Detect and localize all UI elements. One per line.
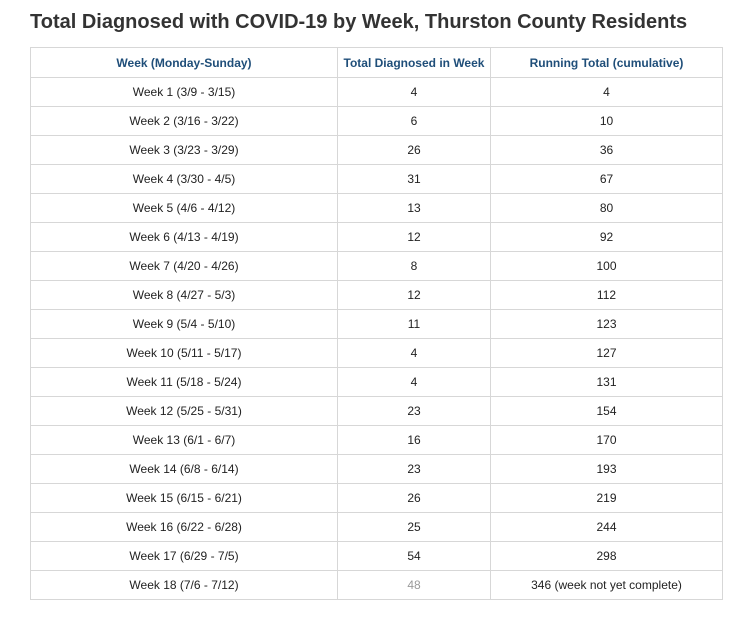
week-cell: Week 11 (5/18 - 5/24) <box>30 367 338 397</box>
table-row: Week 10 (5/11 - 5/17) 4 127 <box>30 338 723 368</box>
column-header-running-total: Running Total (cumulative) <box>490 47 723 78</box>
table-row: Week 14 (6/8 - 6/14) 23 193 <box>30 454 723 484</box>
table-row: Week 8 (4/27 - 5/3) 12 112 <box>30 280 723 310</box>
week-cell: Week 2 (3/16 - 3/22) <box>30 106 338 136</box>
table-row: Week 15 (6/15 - 6/21) 26 219 <box>30 483 723 513</box>
week-cell: Week 17 (6/29 - 7/5) <box>30 541 338 571</box>
column-header-diagnosed: Total Diagnosed in Week <box>337 47 491 78</box>
table-row: Week 12 (5/25 - 5/31) 23 154 <box>30 396 723 426</box>
table-row: Week 5 (4/6 - 4/12) 13 80 <box>30 193 723 223</box>
table-row: Week 17 (6/29 - 7/5) 54 298 <box>30 541 723 571</box>
table-row: Week 11 (5/18 - 5/24) 4 131 <box>30 367 723 397</box>
diagnosed-cell: 12 <box>337 280 491 310</box>
table-row: Week 3 (3/23 - 3/29) 26 36 <box>30 135 723 165</box>
diagnosed-cell: 4 <box>337 367 491 397</box>
table-row: Week 13 (6/1 - 6/7) 16 170 <box>30 425 723 455</box>
diagnosed-cell: 4 <box>337 77 491 107</box>
table-row: Week 4 (3/30 - 4/5) 31 67 <box>30 164 723 194</box>
running-total-cell: 170 <box>490 425 723 455</box>
running-total-cell: 10 <box>490 106 723 136</box>
weekly-cases-table: Week (Monday-Sunday) Total Diagnosed in … <box>30 47 723 600</box>
diagnosed-cell: 12 <box>337 222 491 252</box>
running-total-cell: 154 <box>490 396 723 426</box>
diagnosed-cell: 23 <box>337 396 491 426</box>
running-total-cell: 244 <box>490 512 723 542</box>
diagnosed-cell: 4 <box>337 338 491 368</box>
diagnosed-cell: 31 <box>337 164 491 194</box>
running-total-cell: 193 <box>490 454 723 484</box>
page-title: Total Diagnosed with COVID-19 by Week, T… <box>30 11 688 33</box>
running-total-cell: 127 <box>490 338 723 368</box>
running-total-cell: 346 (week not yet complete) <box>490 570 723 600</box>
running-total-cell: 67 <box>490 164 723 194</box>
week-cell: Week 13 (6/1 - 6/7) <box>30 425 338 455</box>
running-total-cell: 4 <box>490 77 723 107</box>
diagnosed-cell: 16 <box>337 425 491 455</box>
week-cell: Week 7 (4/20 - 4/26) <box>30 251 338 281</box>
week-cell: Week 8 (4/27 - 5/3) <box>30 280 338 310</box>
running-total-cell: 112 <box>490 280 723 310</box>
week-cell: Week 5 (4/6 - 4/12) <box>30 193 338 223</box>
running-total-cell: 80 <box>490 193 723 223</box>
week-cell: Week 4 (3/30 - 4/5) <box>30 164 338 194</box>
week-cell: Week 10 (5/11 - 5/17) <box>30 338 338 368</box>
running-total-cell: 298 <box>490 541 723 571</box>
week-cell: Week 12 (5/25 - 5/31) <box>30 396 338 426</box>
week-cell: Week 14 (6/8 - 6/14) <box>30 454 338 484</box>
running-total-cell: 92 <box>490 222 723 252</box>
diagnosed-cell: 25 <box>337 512 491 542</box>
column-header-week: Week (Monday-Sunday) <box>30 47 338 78</box>
diagnosed-cell: 8 <box>337 251 491 281</box>
table-row: Week 16 (6/22 - 6/28) 25 244 <box>30 512 723 542</box>
diagnosed-cell: 11 <box>337 309 491 339</box>
week-cell: Week 3 (3/23 - 3/29) <box>30 135 338 165</box>
week-cell: Week 16 (6/22 - 6/28) <box>30 512 338 542</box>
table-row: Week 1 (3/9 - 3/15) 4 4 <box>30 77 723 107</box>
week-cell: Week 6 (4/13 - 4/19) <box>30 222 338 252</box>
diagnosed-cell: 6 <box>337 106 491 136</box>
week-cell: Week 15 (6/15 - 6/21) <box>30 483 338 513</box>
diagnosed-cell: 26 <box>337 483 491 513</box>
diagnosed-cell: 13 <box>337 193 491 223</box>
table-row-incomplete-week: Week 18 (7/6 - 7/12) 48 346 (week not ye… <box>30 570 723 600</box>
diagnosed-cell-incomplete: 48 <box>337 570 491 600</box>
week-cell: Week 1 (3/9 - 3/15) <box>30 77 338 107</box>
week-cell: Week 9 (5/4 - 5/10) <box>30 309 338 339</box>
diagnosed-cell: 23 <box>337 454 491 484</box>
table-row: Week 9 (5/4 - 5/10) 11 123 <box>30 309 723 339</box>
week-cell: Week 18 (7/6 - 7/12) <box>30 570 338 600</box>
running-total-cell: 219 <box>490 483 723 513</box>
table-row: Week 6 (4/13 - 4/19) 12 92 <box>30 222 723 252</box>
running-total-cell: 36 <box>490 135 723 165</box>
diagnosed-cell: 26 <box>337 135 491 165</box>
table-row: Week 7 (4/20 - 4/26) 8 100 <box>30 251 723 281</box>
running-total-cell: 100 <box>490 251 723 281</box>
running-total-cell: 123 <box>490 309 723 339</box>
running-total-cell: 131 <box>490 367 723 397</box>
table-row: Week 2 (3/16 - 3/22) 6 10 <box>30 106 723 136</box>
table-header-row: Week (Monday-Sunday) Total Diagnosed in … <box>30 47 723 78</box>
diagnosed-cell: 54 <box>337 541 491 571</box>
